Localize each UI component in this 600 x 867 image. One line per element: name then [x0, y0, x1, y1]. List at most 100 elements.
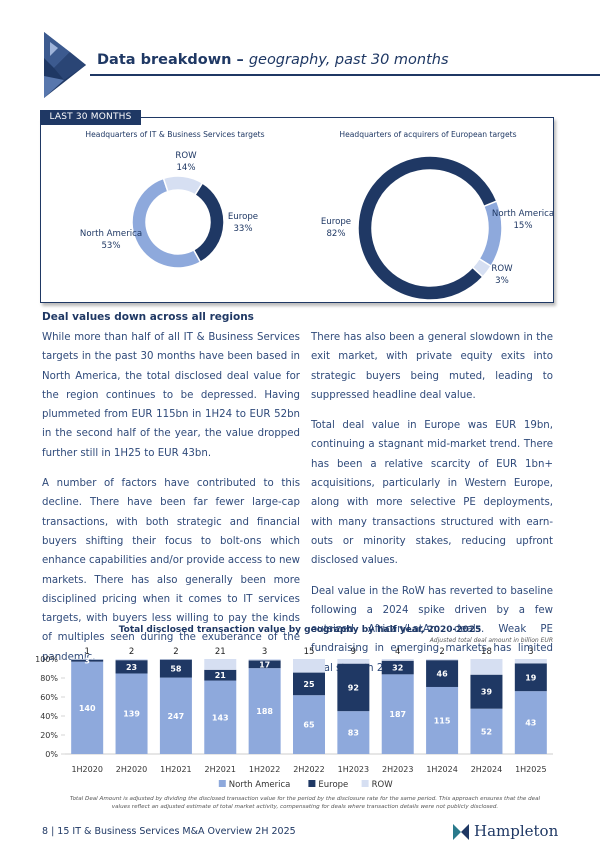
title-main: Data breakdown –: [97, 52, 244, 68]
value-label: 187: [389, 710, 406, 719]
bar-segment: [426, 660, 459, 687]
category-label: ROW: [491, 264, 513, 274]
x-tick-label: 1H2025: [515, 765, 546, 774]
page-title: Data breakdown – geography, past 30 mont…: [97, 52, 449, 68]
x-tick-label: 1H2024: [426, 765, 457, 774]
value-label: 15: [304, 647, 315, 657]
legend-swatch: [361, 780, 369, 787]
x-tick-label: 1H2020: [71, 765, 102, 774]
value-label: 247: [168, 712, 185, 721]
bar-chart: 0% 20% 40% 60% 80% 100% 1H2020 140 3 1 2H2020 139 2 3…: [35, 647, 553, 790]
x-tick-label: 1H2023: [338, 765, 369, 774]
legend-swatch: [218, 780, 226, 787]
y-tick-label: 20%: [40, 731, 58, 740]
y-tick-label: 40%: [40, 712, 58, 721]
value-label: 14%: [176, 163, 196, 173]
value-label: 3: [262, 647, 267, 657]
value-label: 15%: [513, 221, 533, 231]
bar-segment: [514, 691, 547, 754]
value-label: 18: [481, 647, 492, 657]
value-label: 33%: [233, 224, 253, 234]
value-label: 1: [84, 647, 89, 657]
y-tick-label: 0%: [45, 750, 58, 759]
bar-segment: [115, 659, 148, 661]
donut-label: North America 15%: [490, 208, 556, 232]
bar-segment: [115, 660, 148, 674]
x-tick-label: 2H2022: [293, 765, 324, 774]
x-tick-label: 2H2023: [382, 765, 413, 774]
category-label: ROW: [175, 151, 197, 161]
donut-label: ROW 3%: [469, 263, 535, 287]
left-column: While more than half of all IT & Busines…: [42, 328, 300, 678]
bar-segment: [159, 659, 192, 678]
y-tick-label: 100%: [35, 655, 58, 664]
panel-label: LAST 30 MONTHS: [40, 110, 141, 125]
bar-segment: [293, 672, 325, 696]
legend-label: North America: [229, 780, 291, 790]
legend-label: ROW: [372, 780, 394, 790]
category-label: North America: [79, 229, 143, 239]
bar-segment: [71, 659, 104, 662]
bar-segment: [159, 677, 192, 754]
donut-slice: [131, 177, 202, 269]
bar-segment: [204, 669, 237, 681]
bar-chart-title: Total disclosed transaction value by geo…: [118, 625, 482, 635]
bar-segment: [337, 659, 370, 664]
value-label: 2: [439, 647, 444, 657]
bar-segment: [470, 674, 503, 709]
value-label: 32: [392, 664, 403, 673]
x-tick-label: 2H2024: [471, 765, 502, 774]
value-label: 139: [123, 710, 140, 719]
chart-note: Total Deal Amount is adjusted by dividin…: [69, 796, 541, 810]
bar-segment: [293, 659, 325, 673]
bar-segment: [426, 686, 459, 754]
header-logo: [44, 32, 86, 98]
value-label: 21: [215, 671, 227, 680]
value-label: 2: [129, 647, 134, 657]
y-tick-label: 80%: [40, 674, 58, 683]
value-label: 21: [215, 647, 226, 657]
x-tick-label: 2H2020: [116, 765, 147, 774]
category-label: Europe: [227, 212, 259, 222]
value-label: 92: [348, 683, 359, 692]
bar-segment: [514, 663, 547, 692]
value-label: 4: [395, 647, 400, 657]
value-label: 83: [348, 729, 359, 738]
bar-segment: [204, 680, 237, 754]
paragraph: Total deal value in Europe was EUR 19bn,…: [311, 420, 553, 567]
category-label: North America: [491, 209, 555, 219]
bar-segment: [514, 659, 547, 664]
bar-segment: [71, 659, 104, 660]
header-rule: [90, 74, 600, 76]
donut-slice: [162, 175, 204, 196]
donut-title: Headquarters of IT & Business Services t…: [85, 130, 265, 139]
value-label: 3%: [495, 276, 509, 286]
bar-segment: [248, 659, 281, 661]
title-sub: geography, past 30 months: [248, 52, 449, 68]
bar-segment: [381, 659, 414, 661]
bar-chart-subtitle: Adjusted total deal amount in billion EU…: [429, 637, 553, 644]
donut-label: North America 53%: [78, 228, 144, 252]
bar-segment: [470, 708, 503, 754]
brand-name: Hampleton: [474, 822, 559, 840]
value-label: 17: [259, 660, 270, 669]
legend-label: Europe: [318, 780, 348, 790]
value-label: 188: [256, 707, 273, 716]
bar-segment: [248, 668, 281, 754]
value-label: 2: [173, 647, 178, 657]
bar-segment: [204, 659, 237, 670]
value-label: 43: [525, 719, 536, 728]
value-label: 115: [434, 716, 451, 725]
bar-segment: [71, 661, 104, 754]
category-label: Europe: [320, 217, 352, 227]
value-label: 39: [481, 688, 493, 697]
legend-swatch: [308, 780, 316, 787]
value-label: 140: [79, 704, 96, 713]
bar-segment: [381, 674, 414, 754]
y-tick-label: 60%: [40, 693, 58, 702]
section-heading: Deal values down across all regions: [42, 311, 254, 323]
value-label: 52: [481, 727, 492, 736]
bar-segment: [337, 663, 370, 712]
bar-segment: [337, 711, 370, 754]
